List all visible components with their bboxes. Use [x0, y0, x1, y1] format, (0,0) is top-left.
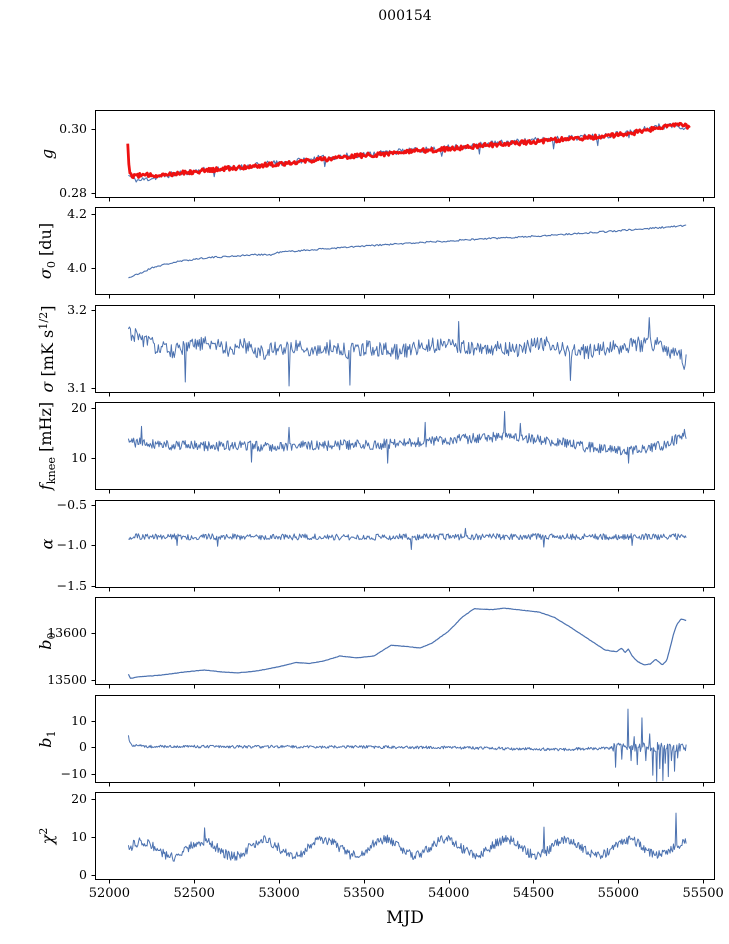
- y-tick-label: −10: [60, 765, 87, 781]
- plot-area-chi2: [91, 792, 715, 884]
- y-tick-label: 10: [71, 828, 87, 844]
- y-tick-label: 13500: [47, 671, 87, 687]
- x-tick-label: 55000: [597, 886, 639, 901]
- y-tick-label: 0: [79, 866, 87, 882]
- y-tick-label: −0.5: [56, 496, 87, 512]
- plot-area-fknee: [91, 402, 715, 494]
- y-tick-label: 3.2: [67, 301, 87, 317]
- y-tick-label: 10: [71, 712, 87, 728]
- y-tick-label: 3.1: [67, 380, 87, 396]
- plot-area-sigma0: [91, 207, 715, 299]
- y-axis-label-alpha: α: [37, 538, 57, 550]
- series-alpha: [128, 527, 687, 550]
- series-fknee: [127, 410, 687, 464]
- subplot-b0: [91, 597, 715, 689]
- series-b1: [127, 708, 687, 782]
- x-tick-label: 55500: [682, 886, 724, 901]
- x-tick-label: 53000: [258, 886, 300, 901]
- plot-area-b1: [91, 695, 715, 787]
- subplot-sigma: [91, 305, 715, 397]
- x-tick-label: 53500: [343, 886, 385, 901]
- series-sigma: [127, 317, 687, 387]
- y-tick-label: 20: [71, 791, 87, 807]
- subplot-alpha: [91, 500, 715, 592]
- x-tick-label: 52000: [88, 886, 131, 901]
- y-tick-label: 0.28: [59, 185, 87, 201]
- x-axis-label: MJD: [386, 908, 424, 928]
- series-sigma0: [128, 224, 687, 279]
- series-chi2: [127, 812, 687, 862]
- y-tick-label: 10: [71, 450, 87, 466]
- y-tick-label: 0.30: [59, 120, 87, 136]
- y-axis-label-fknee: fknee [mHz]: [35, 401, 59, 491]
- y-axis-label-g: g: [37, 148, 57, 160]
- y-axis-label-b0: b0: [35, 632, 59, 650]
- x-tick-label: 54000: [427, 886, 470, 901]
- y-tick-label: 13600: [47, 625, 87, 641]
- subplot-g: [91, 110, 715, 202]
- subplot-fknee: [91, 402, 715, 494]
- x-tick-label: 54500: [512, 886, 555, 901]
- series-b0: [127, 607, 687, 679]
- series-g-fit: [126, 121, 691, 180]
- plot-area-alpha: [91, 500, 715, 592]
- y-tick-label: 4.0: [67, 259, 87, 275]
- y-tick-label: 4.2: [67, 206, 87, 222]
- subplot-b1: [91, 695, 715, 787]
- x-tick-label: 52500: [173, 886, 215, 901]
- y-tick-label: 20: [71, 400, 87, 416]
- y-axis-label-b1: b1: [35, 730, 59, 748]
- y-axis-label-chi2: χ2: [36, 827, 58, 845]
- y-axis-label-sigma0: σ0 [du]: [35, 222, 59, 280]
- y-tick-label: −1.0: [56, 537, 87, 553]
- plot-area-g: [91, 110, 715, 202]
- plot-area-b0: [91, 597, 715, 689]
- plot-area-sigma: [91, 305, 715, 397]
- y-tick-label: −1.5: [56, 577, 87, 593]
- subplot-sigma0: [91, 207, 715, 299]
- subplot-chi2: [91, 792, 715, 884]
- y-tick-label: 0: [79, 739, 87, 755]
- y-axis-label-sigma: σ [mK s1/2]: [36, 305, 58, 393]
- figure-title: 000154: [378, 8, 432, 24]
